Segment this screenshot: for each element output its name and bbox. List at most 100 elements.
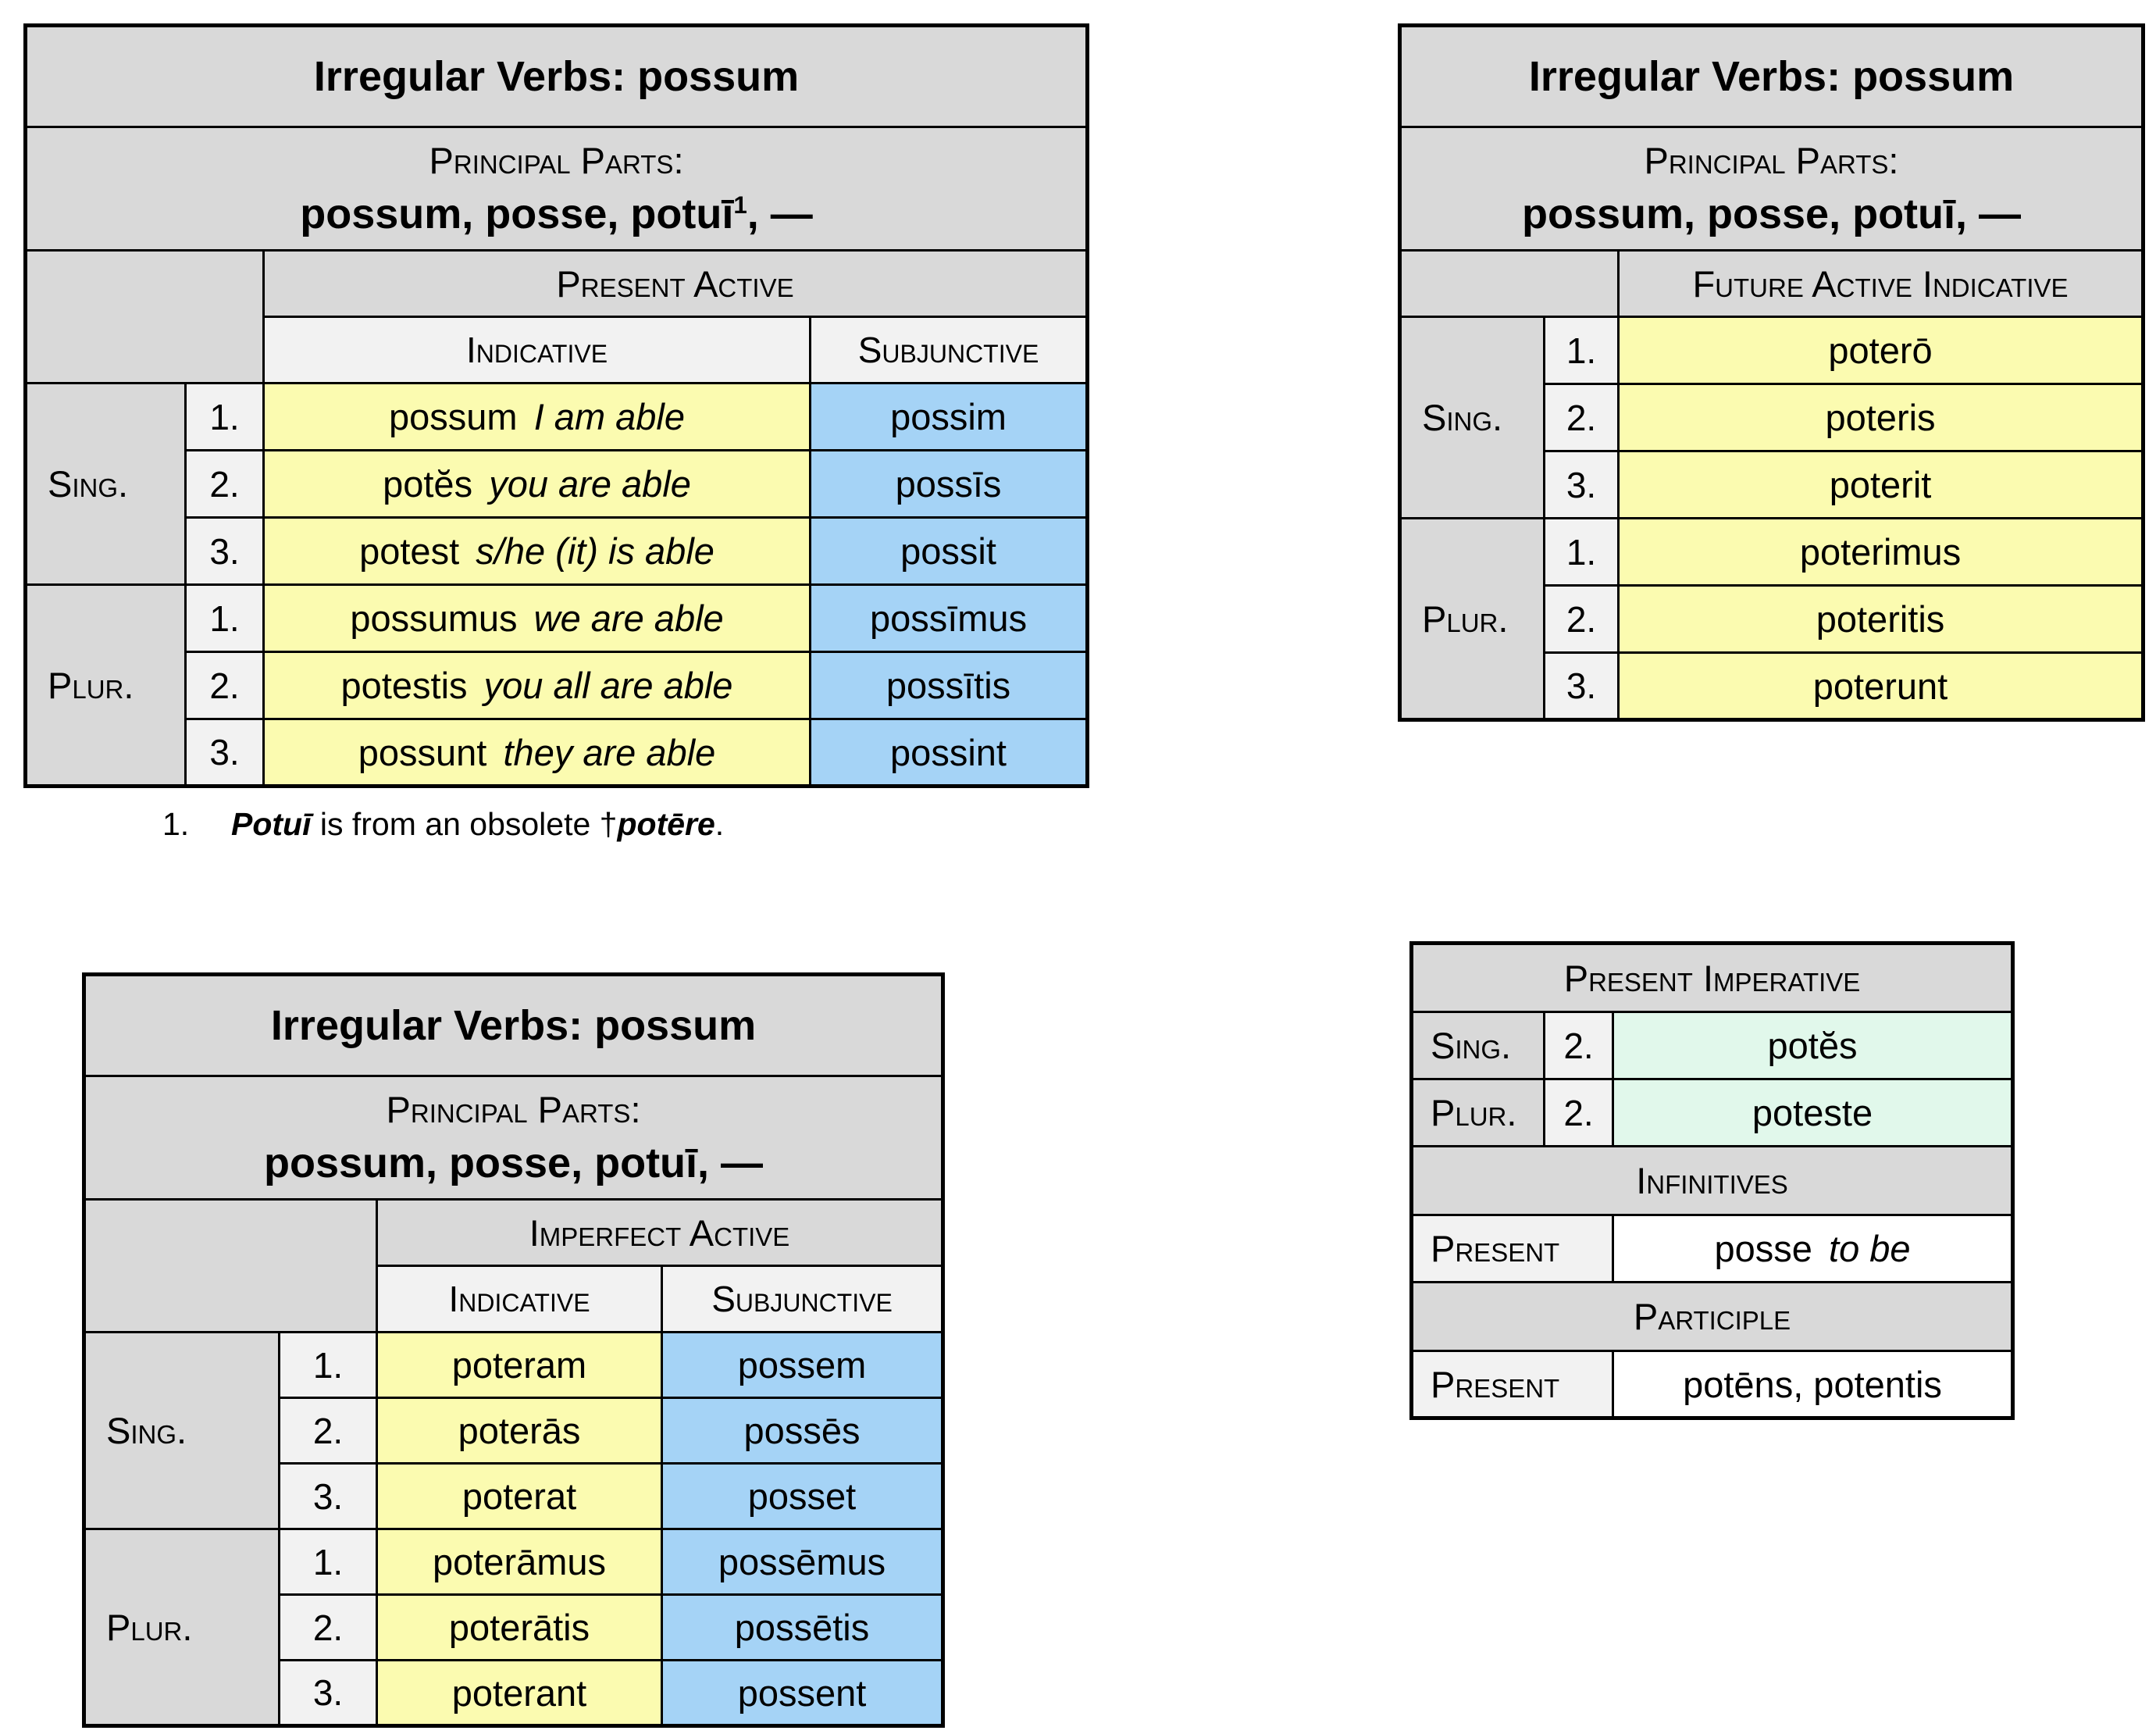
section-header-imperative: Present Imperative [1409, 942, 2015, 1013]
table-row: Sing. 2. potĕs [1410, 1011, 2015, 1080]
table-row: Principal Parts: possum, posse, potuī1, … [23, 126, 1089, 252]
footnote-number: 1. [162, 806, 190, 842]
subjunctive-form-cell: possīs [808, 449, 1089, 519]
table-row: Plur. 1. poterimus [1399, 517, 2145, 721]
indicative-form-cell: possumus we are able [262, 583, 811, 653]
imperfect-active-table: Irregular Verbs: possum Principal Parts:… [82, 972, 946, 1728]
indicative-form-cell: possum I am able [262, 382, 811, 451]
mood-header-subjunctive: Subjunctive [660, 1265, 945, 1333]
table-row: Plur. 2. poteste [1410, 1078, 2015, 1147]
indicative-form-cell: poterunt [1616, 651, 2145, 721]
table-row: Irregular Verbs: possum [1398, 24, 2145, 128]
corner-spacer-cell [1399, 249, 1620, 318]
table-row: 3. poterunt [1400, 651, 2145, 721]
table-row: Indicative Subjunctive [26, 316, 1089, 384]
table-row: Participle [1409, 1281, 2015, 1352]
english-gloss: they are able [503, 731, 716, 773]
subjunctive-form-cell: possēs [660, 1397, 945, 1465]
indicative-form-cell: poteris [1616, 383, 2145, 452]
corner-spacer-cell [83, 1198, 378, 1333]
principal-parts-label: Principal Parts: [429, 140, 684, 181]
indicative-form-cell: poterant [376, 1659, 663, 1727]
person-number: 1. [278, 1528, 378, 1596]
principal-parts-cell: Principal Parts: possum, posse, potuī1, … [23, 126, 1089, 252]
person-label-singular: Sing. [24, 382, 187, 586]
subjunctive-form-cell: possēmus [660, 1528, 945, 1596]
footnote-period: . [715, 806, 725, 842]
principal-parts-tail: , — [747, 191, 813, 237]
english-gloss: s/he (it) is able [476, 530, 715, 572]
table-row: Sing. 1. poterō [1399, 316, 2145, 519]
table-row: Present posse to be [1410, 1214, 2015, 1283]
latin-form: possumus [350, 598, 518, 639]
latin-form: potestis [340, 665, 468, 706]
subjunctive-form-cell: possētis [660, 1593, 945, 1661]
table-row: Infinitives [1409, 1145, 2015, 1216]
table-row: 3. poterant possent [84, 1659, 945, 1727]
person-number: 2. [184, 651, 265, 720]
indicative-form-cell: poterās [376, 1397, 663, 1465]
footnote-obsolete-form: potēre [617, 806, 715, 842]
table-title: Irregular Verbs: possum [1398, 24, 2145, 128]
table-row: 3. poterat posset [84, 1462, 945, 1530]
person-number: 3. [1543, 450, 1620, 519]
principal-parts-cell: Principal Parts: possum, posse, potuī, — [82, 1075, 945, 1201]
table-row: Principal Parts: possum, posse, potuī, — [1398, 126, 2145, 252]
dagger-symbol: † [599, 806, 618, 842]
tense-header: Present Active [262, 249, 1089, 318]
table-row: Irregular Verbs: possum [23, 24, 1089, 128]
person-number: 3. [278, 1462, 378, 1530]
tense-header: Imperfect Active [375, 1198, 945, 1267]
subjunctive-form-cell: possint [808, 718, 1089, 787]
person-number: 2. [1543, 1011, 1614, 1080]
person-label-singular: Sing. [83, 1331, 280, 1530]
english-gloss: we are able [533, 598, 724, 639]
table-title: Irregular Verbs: possum [82, 973, 945, 1077]
principal-parts-value: possum, posse, potuī, — [263, 1140, 764, 1186]
footnote-middle: is from an obsolete [311, 806, 600, 842]
person-number: 3. [278, 1659, 378, 1727]
table-row: Irregular Verbs: possum [82, 973, 945, 1077]
person-number: 2. [1543, 1078, 1614, 1147]
mood-header-subjunctive: Subjunctive [808, 316, 1089, 384]
imperative-infinitives-participle-table: Present Imperative Sing. 2. potĕs Plur. … [1409, 941, 2015, 1420]
subjunctive-form-cell: possīmus [808, 583, 1089, 653]
table-row: Imperfect Active [83, 1198, 945, 1333]
person-label-plural: Plur. [1399, 517, 1545, 721]
tense-label-present: Present [1410, 1214, 1614, 1283]
table-row: 2. poteris [1400, 383, 2145, 452]
english-gloss: I am able [533, 396, 686, 437]
latin-form: potĕs [383, 463, 473, 505]
table-row: Present Active [24, 249, 1089, 384]
principal-parts-cell: Principal Parts: possum, posse, potuī, — [1398, 126, 2145, 252]
table-row: 3. poterit [1400, 450, 2145, 519]
person-number: 1. [1543, 316, 1620, 385]
english-gloss: you all are able [483, 665, 733, 706]
subjunctive-form-cell: possem [660, 1331, 945, 1399]
present-active-table: Irregular Verbs: possum Principal Parts:… [23, 23, 1090, 788]
person-number: 2. [1543, 383, 1620, 452]
table-row: 2. potestis you all are able possītis [26, 651, 1089, 720]
imperative-form-cell: poteste [1611, 1078, 2015, 1147]
footnote: 1. Potuī is from an obsolete †potēre. [162, 806, 724, 843]
table-row: Plur. 1. poterāmus possēmus [83, 1528, 945, 1727]
imperative-form-cell: potĕs [1611, 1011, 2015, 1080]
subjunctive-form-cell: possent [660, 1659, 945, 1727]
table-row: 3. possunt they are able possint [26, 718, 1089, 787]
person-number: 3. [1543, 651, 1620, 721]
subjunctive-form-cell: possit [808, 516, 1089, 586]
table-row: 2. poterātis possētis [84, 1593, 945, 1661]
section-header-infinitives: Infinitives [1409, 1145, 2015, 1216]
latin-form: posse [1714, 1228, 1812, 1269]
person-label-plural: Plur. [83, 1528, 280, 1727]
indicative-form-cell: potest s/he (it) is able [262, 516, 811, 586]
subjunctive-form-cell: possim [808, 382, 1089, 451]
person-number: 3. [184, 516, 265, 586]
tense-header: Future Active Indicative [1616, 249, 2145, 318]
table-row: Plur. 1. possumus we are able possīmus [24, 583, 1089, 787]
table-row: Principal Parts: possum, posse, potuī, — [82, 1075, 945, 1201]
subjunctive-form-cell: posset [660, 1462, 945, 1530]
indicative-form-cell: poterimus [1616, 517, 2145, 587]
tense-label-present: Present [1410, 1350, 1614, 1419]
person-label-plural: Plur. [24, 583, 187, 787]
